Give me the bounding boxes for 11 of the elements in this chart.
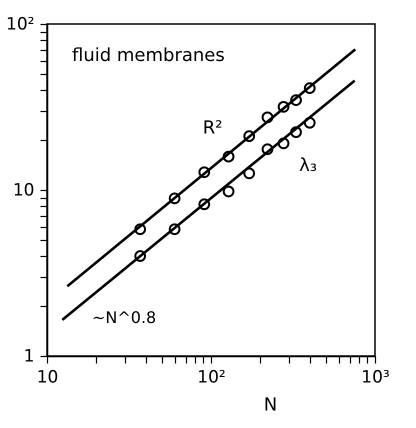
y-tick-label: 1 — [24, 346, 34, 366]
y-tick-label: 10 — [12, 180, 34, 200]
annotation: ~N^0.8 — [92, 308, 156, 327]
text: fluid membranes — [72, 45, 225, 66]
x-tick-label: 10 — [36, 368, 58, 388]
series-label: R² — [202, 118, 222, 139]
x-tick-label: 10³ — [361, 368, 390, 388]
series-label: λ₃ — [299, 155, 317, 176]
x-tick-label: 10² — [197, 368, 226, 388]
x-axis-title: N — [264, 394, 278, 416]
y-tick-label: 10² — [6, 14, 34, 34]
